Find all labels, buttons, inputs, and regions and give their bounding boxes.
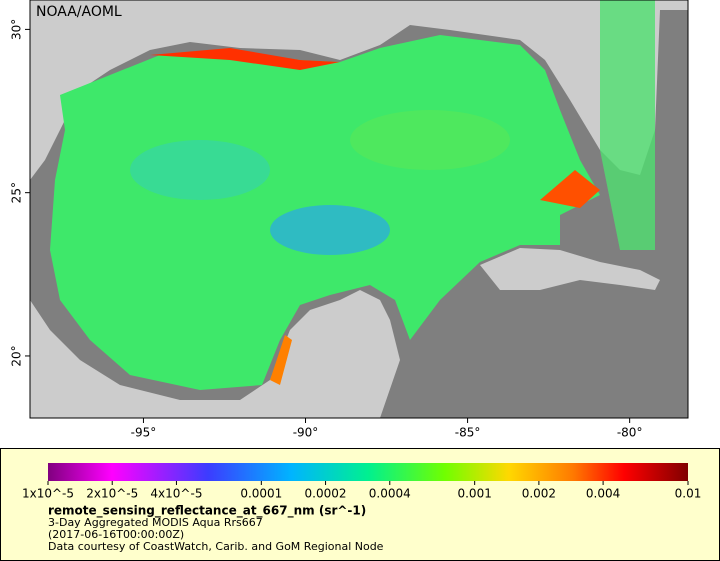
- colorbar: [48, 463, 688, 481]
- ocean-patch: [270, 205, 390, 255]
- variable-name: remote_sensing_reflectance_at_667_nm (sr…: [48, 504, 366, 519]
- x-tick-label: -85°: [455, 426, 481, 440]
- dataset-name: 3-Day Aggregated MODIS Aqua Rrs667: [48, 516, 263, 529]
- map-area: NOAA/AOML: [29, 0, 689, 419]
- time-label: (2017-06-16T00:00:00Z): [48, 528, 184, 541]
- land-mexico: [30, 290, 400, 418]
- legend: remote_sensing_reflectance_at_667_nm (sr…: [0, 448, 720, 561]
- ocean-atlantic: [600, 0, 655, 250]
- y-tick-label: 30°: [10, 19, 24, 40]
- x-tick-label: -80°: [617, 426, 643, 440]
- colorbar-tick-label: 0.0002: [305, 487, 347, 501]
- ocean-patch: [350, 110, 510, 170]
- coastal-high: [270, 335, 292, 385]
- y-tick-label: 20°: [10, 345, 24, 366]
- source-label: NOAA/AOML: [36, 4, 122, 20]
- credit: Data courtesy of CoastWatch, Carib. and …: [48, 540, 384, 553]
- x-tick-label: -90°: [293, 426, 319, 440]
- colorbar-tick-label: 0.01: [675, 487, 702, 501]
- colorbar-tick-label: 0.001: [457, 487, 491, 501]
- colorbar-tick-label: 2x10^-5: [86, 487, 138, 501]
- colorbar-tick-label: 0.0004: [369, 487, 411, 501]
- map-frame: [29, 0, 689, 419]
- coastal-high: [540, 170, 600, 208]
- colorbar-tick-label: 4x10^-5: [150, 487, 202, 501]
- land-cuba: [480, 248, 660, 290]
- y-tick-label: 25°: [10, 182, 24, 203]
- colorbar-tick-label: 0.002: [522, 487, 556, 501]
- coastal-high: [150, 48, 340, 70]
- colorbar-tick-label: 0.004: [586, 487, 620, 501]
- colorbar-tick-label: 1x10^-5: [22, 487, 74, 501]
- x-tick-label: -95°: [131, 426, 157, 440]
- colorbar-tick-label: 0.0001: [240, 487, 282, 501]
- ocean-patch: [130, 140, 270, 200]
